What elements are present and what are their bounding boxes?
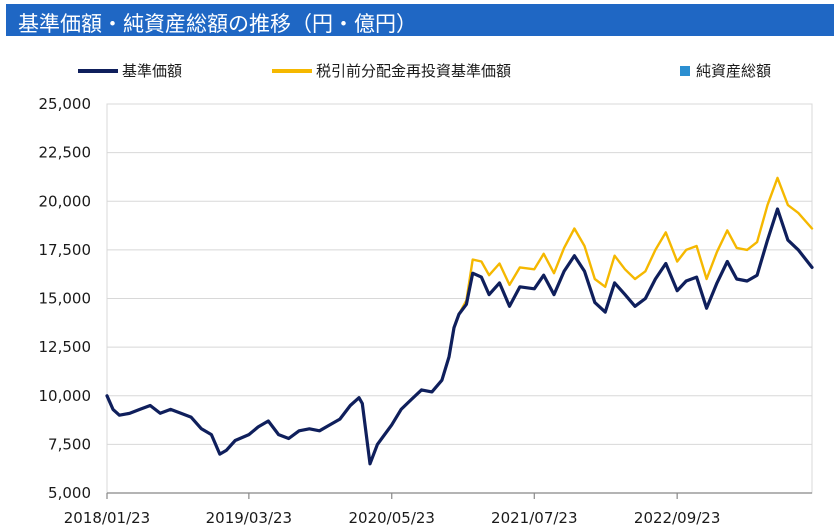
y-tick-label: 25,000 <box>39 95 92 113</box>
title-box: 基準価額・純資産総額の推移（円・億円） <box>6 4 834 36</box>
series-line-nav <box>105 207 814 466</box>
y-tick-label: 20,000 <box>39 192 92 210</box>
y-tick-label: 17,500 <box>39 241 92 259</box>
y-tick-label: 10,000 <box>39 387 92 405</box>
legend-swatch-reinvest <box>272 68 312 73</box>
x-tick-label: 2021/07/23 <box>491 509 577 527</box>
title-bar: 基準価額・純資産総額の推移（円・億円） <box>0 0 840 40</box>
y-tick-label: 5,000 <box>48 484 91 502</box>
y-tick-label: 12,500 <box>39 338 92 356</box>
page-title: 基準価額・純資産総額の推移（円・億円） <box>18 12 417 36</box>
x-tick-label: 2018/01/23 <box>64 509 150 527</box>
legend-label-nav: 基準価額 <box>122 62 183 80</box>
legend-label-reinvest: 税引前分配金再投資基準価額 <box>316 62 512 80</box>
x-tick-label: 2019/03/23 <box>206 509 292 527</box>
y-tick-label: 22,500 <box>39 144 92 162</box>
y-tick-label: 15,000 <box>39 290 92 308</box>
x-tick-label: 2022/09/23 <box>634 509 720 527</box>
legend-item-assets: 純資産総額 <box>680 60 771 81</box>
series-lines <box>105 176 814 466</box>
y-tick-label: 7,500 <box>48 435 91 453</box>
legend-label-assets: 純資産総額 <box>696 62 772 80</box>
x-tick-label: 2020/05/23 <box>349 509 435 527</box>
chart-legend: 基準価額 税引前分配金再投資基準価額 純資産総額 <box>0 60 840 82</box>
legend-item-reinvest: 税引前分配金再投資基準価額 <box>272 60 511 81</box>
legend-swatch-assets <box>680 65 690 76</box>
y-axis-ticks: 5,000 7,500 10,000 12,500 15,000 17,500 20,000… <box>39 95 92 502</box>
legend-swatch-nav <box>78 68 118 73</box>
series-line-reinvest <box>105 176 814 465</box>
x-axis-ticks: 2018/01/23 2019/03/23 2020/05/23 2021/07/23… <box>64 492 812 527</box>
legend-item-nav: 基準価額 <box>78 60 182 81</box>
